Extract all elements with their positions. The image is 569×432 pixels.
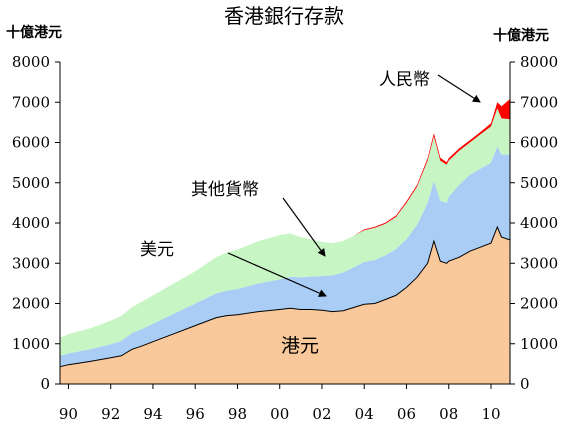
y-tick-label-right: 2000	[520, 295, 558, 313]
y-tick-label-right: 7000	[520, 93, 558, 111]
y-tick-label-left: 8000	[12, 53, 50, 71]
y-tick-label-right: 6000	[520, 134, 558, 152]
y-tick-label-left: 1000	[12, 335, 50, 353]
x-tick-label: 96	[186, 405, 205, 423]
area-series-2	[60, 108, 510, 356]
chart-title: 香港銀行存款	[224, 4, 344, 28]
annotation-rmb: 人民幣	[379, 70, 430, 90]
y-tick-label-right: 1000	[520, 335, 558, 353]
y-tick-label-right: 0	[520, 375, 530, 393]
x-tick-label: 06	[397, 405, 416, 423]
annotation-hkd: 港元	[281, 335, 319, 357]
y-tick-label-right: 3000	[520, 254, 558, 272]
right-axis-unit: 十億港元	[493, 27, 549, 44]
x-tick-label: 04	[355, 405, 374, 423]
x-tick-label: 98	[228, 405, 247, 423]
x-tick-label: 02	[312, 405, 331, 423]
arrow-other	[282, 197, 326, 257]
annotation-usd: 美元	[140, 240, 174, 260]
y-tick-label-left: 7000	[12, 93, 50, 111]
x-tick-label: 08	[439, 405, 458, 423]
x-tick-label: 90	[59, 405, 78, 423]
x-tick-label: 92	[101, 405, 120, 423]
y-tick-label-left: 2000	[12, 295, 50, 313]
annotation-layer: 人民幣 其他貨幣 美元 港元	[140, 70, 481, 357]
y-tick-label-left: 5000	[12, 174, 50, 192]
annotation-other: 其他貨幣	[191, 180, 259, 200]
y-tick-label-left: 3000	[12, 254, 50, 272]
y-tick-label-left: 0	[40, 375, 50, 393]
series-0-line	[59, 225, 511, 368]
arrow-usd	[227, 252, 327, 297]
area-series-1	[60, 146, 510, 367]
areas-layer	[59, 99, 511, 384]
y-tick-label-right: 8000	[520, 53, 558, 71]
x-tick-label: 94	[143, 405, 162, 423]
y-tick-label-left: 4000	[12, 214, 50, 232]
x-tick-label: 10	[481, 405, 500, 423]
y-tick-label-right: 4000	[520, 214, 558, 232]
area-series-0	[60, 227, 510, 384]
x-tick-label: 00	[270, 405, 289, 423]
arrow-rmb	[437, 74, 481, 103]
left-axis-unit: 十億港元	[6, 24, 62, 41]
y-tick-label-left: 6000	[12, 134, 50, 152]
y-tick-label-right: 5000	[520, 174, 558, 192]
